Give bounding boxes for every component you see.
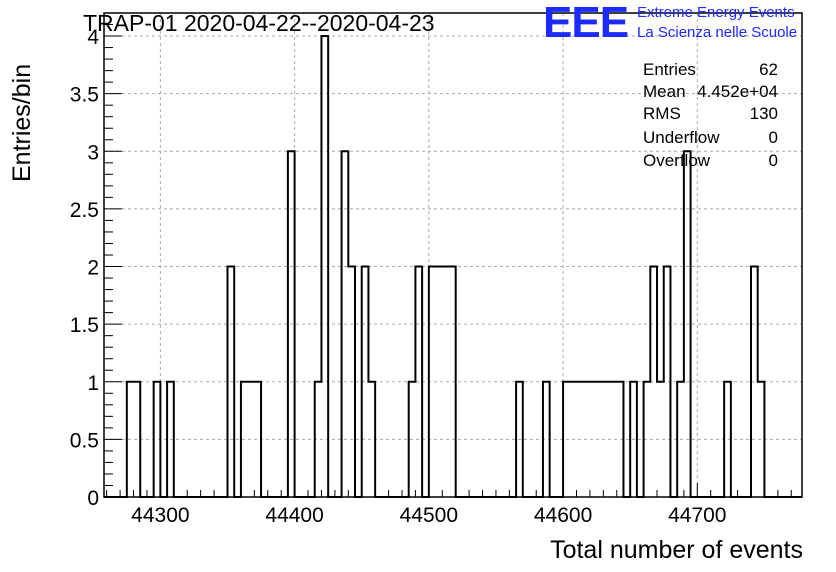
eee-logo: EEE [543, 0, 629, 47]
histogram-bin [167, 382, 174, 497]
histogram-bin [321, 36, 328, 497]
stats-entries-value: 62 [759, 60, 778, 79]
x-axis-ticks: 44300 44400 44500 44600 44700 [106, 483, 792, 527]
x-tick-label: 44700 [668, 504, 726, 527]
histogram-bin [644, 382, 651, 497]
stats-entries-label: Entries [643, 60, 696, 79]
histogram-bin [436, 267, 443, 497]
y-tick-label: 2.5 [70, 199, 99, 222]
stats-rms-value: 130 [749, 104, 778, 123]
histogram-bin [751, 267, 758, 497]
y-tick-label: 2 [87, 257, 99, 280]
stats-underflow-label: Underflow [643, 128, 720, 147]
stats-overflow-label: Overflow [643, 151, 711, 170]
logo-line-2: La Scienza nelle Scuole [637, 24, 798, 41]
histogram-bin [241, 382, 248, 497]
histogram-bin [415, 267, 422, 497]
histogram-bin [677, 382, 684, 497]
x-tick-label: 44500 [400, 504, 458, 527]
histogram-bin [758, 382, 765, 497]
logo-line-1: Extreme Energy Events [637, 4, 795, 21]
histogram-bin [227, 267, 234, 497]
stats-underflow-value: 0 [768, 128, 778, 147]
histogram-bin [409, 382, 416, 497]
stats-overflow-value: 0 [768, 151, 778, 170]
y-tick-label: 0.5 [70, 429, 99, 452]
stats-rms-label: RMS [643, 104, 681, 123]
histogram-bin [650, 267, 657, 497]
histogram-bin [368, 382, 375, 497]
histogram-bin [630, 382, 637, 497]
y-tick-label: 0 [87, 487, 99, 510]
grid-lines [104, 13, 802, 497]
histogram-bin [610, 382, 617, 497]
histogram-bin [603, 382, 610, 497]
histogram-bin [684, 151, 691, 497]
histogram-bin [342, 151, 349, 497]
histogram-bin [442, 267, 449, 497]
histogram-bin [127, 382, 134, 497]
histogram-bin [664, 267, 671, 497]
histogram-bin [362, 267, 369, 497]
histogram-bin [429, 267, 436, 497]
histogram-outline [104, 35, 802, 498]
x-tick-label: 44600 [534, 504, 592, 527]
histogram-bin [570, 382, 577, 497]
histogram-bin [254, 382, 261, 497]
histogram-bin [134, 382, 141, 497]
y-tick-label: 1 [87, 372, 99, 395]
stats-mean-label: Mean [643, 82, 686, 101]
x-tick-label: 44400 [265, 504, 323, 527]
x-tick-label: 44300 [131, 504, 189, 527]
histogram-bin [543, 382, 550, 497]
y-tick-label: 3 [87, 141, 99, 164]
histogram-bin [617, 382, 624, 497]
histogram-bin [657, 382, 664, 497]
histogram-bin [583, 382, 590, 497]
histogram-bin [449, 267, 456, 497]
y-axis-label: Entries/bin [8, 63, 36, 182]
histogram-bin [590, 382, 597, 497]
histogram-bin [348, 267, 355, 497]
histogram-bin [563, 382, 570, 497]
plot-frame [103, 12, 803, 498]
histogram-bin [516, 382, 523, 497]
histogram-bin [576, 382, 583, 497]
y-tick-label: 1.5 [70, 314, 99, 337]
y-tick-label: 3.5 [70, 84, 99, 107]
histogram-bin [248, 382, 255, 497]
stats-mean-value: 4.452e+04 [697, 82, 778, 101]
histogram-bin [724, 382, 731, 497]
histogram-bin [288, 151, 295, 497]
y-axis-ticks: 0 0.5 1 1.5 2 2.5 3 3.5 4 [70, 12, 122, 510]
histogram-bin [315, 382, 322, 497]
histogram-bin [154, 382, 161, 497]
y-tick-label: 4 [87, 26, 99, 49]
x-axis-label: Total number of events [550, 536, 803, 564]
chart-title: TRAP-01 2020-04-22--2020-04-23 [83, 10, 435, 36]
histogram-bin [597, 382, 604, 497]
